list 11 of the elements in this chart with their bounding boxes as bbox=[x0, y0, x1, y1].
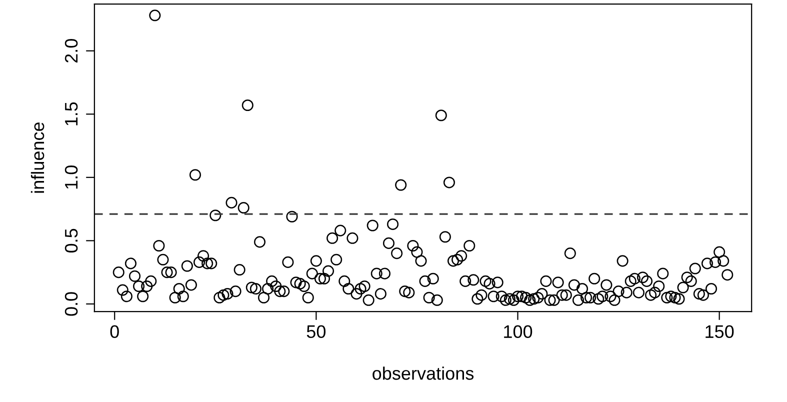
x-tick-label: 50 bbox=[306, 325, 326, 338]
y-tick-label: 1.0 bbox=[64, 166, 78, 189]
x-tick-label: 0 bbox=[110, 325, 119, 338]
x-tick-label: 100 bbox=[504, 325, 532, 338]
y-axis-title: influence bbox=[30, 122, 44, 193]
x-tick-label: 150 bbox=[706, 325, 734, 338]
y-tick-label: 1.5 bbox=[65, 102, 78, 126]
y-tick-label: 0.5 bbox=[64, 228, 78, 253]
y-tick-label: 0.0 bbox=[64, 292, 78, 316]
y-tick-label: 2.0 bbox=[64, 39, 78, 62]
x-axis-title: observations bbox=[372, 366, 474, 380]
